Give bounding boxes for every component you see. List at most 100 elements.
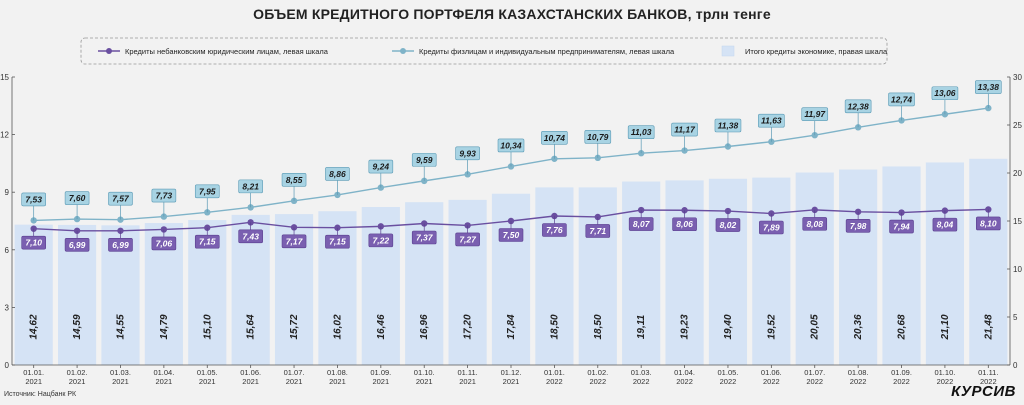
value-label-box	[542, 223, 567, 237]
value-label: 7,53	[25, 194, 42, 204]
x-tick-label: 01.09. 2021	[370, 368, 391, 386]
value-label-box	[21, 235, 46, 250]
value-label-box	[759, 220, 784, 235]
x-tick-label: 01.06. 2021	[240, 368, 261, 386]
x-tick-label: 01.04. 2021	[153, 368, 174, 386]
bar-value-label: 14,59	[72, 314, 83, 339]
legend: Кредиты небанковским юридическим лицам, …	[80, 37, 888, 65]
value-label-box	[281, 234, 307, 249]
value-label-box	[325, 234, 350, 249]
value-label: 7,76	[546, 225, 563, 235]
value-label: 8,21	[242, 181, 259, 191]
bar-value-label: 16,46	[376, 314, 387, 339]
value-label: 7,98	[850, 221, 867, 231]
labels: 7,10 6,99 6,99 7,06 7,15 7,43 7,17 7,15 7,22 7,37…	[21, 80, 1002, 252]
x-tick-label: 01.10. 2021	[414, 368, 435, 386]
legend-bar-swatch	[721, 45, 735, 57]
bar-value-label: 20,36	[853, 314, 864, 340]
value-label: 10,34	[500, 140, 522, 150]
value-label: 7,57	[112, 194, 130, 204]
right-tick-label: 20	[1013, 169, 1022, 178]
bar	[752, 177, 791, 365]
left-tick-label: 6	[5, 246, 10, 255]
bar-value-label: 17,20	[463, 314, 474, 339]
value-label-box	[455, 232, 480, 247]
value-label-box	[844, 99, 872, 114]
value-label-box	[498, 228, 524, 242]
value-label: 7,37	[416, 232, 434, 242]
value-label: 7,10	[25, 238, 42, 248]
value-label-box	[108, 237, 133, 252]
value-label-box	[672, 217, 697, 232]
x-tick-label: 01.11. 2022	[978, 368, 998, 386]
x-tick-label: 01.07. 2022	[804, 368, 825, 386]
x-tick-label: 01.12. 2021	[501, 368, 522, 386]
bar-value-label: 15,10	[202, 314, 213, 339]
value-label: 11,97	[804, 109, 826, 119]
value-label: 7,60	[69, 193, 86, 203]
right-tick-label: 15	[1013, 217, 1022, 226]
value-label-box	[975, 80, 1002, 94]
data-point	[985, 104, 992, 112]
value-label-box	[64, 237, 90, 252]
value-label: 7,43	[242, 231, 259, 241]
value-label-box	[671, 122, 698, 137]
value-label-box	[194, 184, 220, 199]
legend-label: Кредиты небанковским юридическим лицам, …	[125, 47, 329, 56]
value-label-box	[194, 234, 220, 249]
x-tick-label: 01.01. 2021	[23, 368, 44, 386]
value-label: 7,50	[503, 230, 520, 240]
right-tick-label: 25	[1013, 121, 1022, 130]
value-label: 7,71	[590, 226, 607, 236]
value-label-box	[802, 217, 828, 231]
bar-value-label: 14,55	[115, 314, 126, 339]
brand-logo: КУРСИВ	[951, 383, 1016, 400]
value-label-box	[584, 130, 612, 144]
bar-value-label: 15,72	[289, 314, 300, 339]
bar-value-label: 17,84	[506, 314, 517, 339]
bar-value-label: 20,05	[810, 314, 821, 340]
bar-value-label: 19,40	[723, 314, 734, 339]
value-label: 7,94	[893, 222, 910, 232]
value-label: 13,06	[934, 88, 956, 98]
value-label-box	[281, 173, 307, 187]
x-tick-label: 01.03. 2021	[110, 368, 131, 386]
value-label: 8,06	[676, 219, 693, 229]
value-label-box	[585, 224, 611, 238]
bar	[969, 158, 1008, 365]
value-label: 7,95	[199, 186, 216, 196]
value-label-box	[411, 153, 437, 167]
value-label: 6,99	[112, 240, 129, 250]
value-label: 8,04	[937, 220, 954, 230]
x-tick-label: 01.03. 2022	[631, 368, 652, 386]
legend-box	[80, 37, 888, 65]
value-label: 7,17	[286, 236, 304, 246]
value-label: 7,06	[156, 238, 173, 248]
x-tick-label: 01.08. 2021	[327, 368, 348, 386]
legend-marker	[106, 48, 112, 54]
bar-value-label: 14,62	[29, 314, 40, 339]
value-label: 13,38	[978, 82, 1000, 92]
value-label: 7,15	[199, 237, 216, 247]
value-label-box	[455, 146, 480, 161]
value-label-box	[325, 167, 350, 181]
x-tick-label: 01.06. 2022	[761, 368, 782, 386]
value-label-box	[368, 233, 394, 248]
value-label-box	[714, 118, 742, 133]
value-label: 10,79	[587, 132, 609, 142]
x-tick-label: 01.09. 2022	[891, 368, 912, 386]
value-label: 6,99	[69, 240, 86, 250]
bar-value-label: 18,50	[593, 314, 604, 339]
value-label: 12,74	[891, 94, 913, 104]
value-label-box	[238, 229, 263, 244]
value-label-box	[497, 138, 525, 153]
legend-marker	[400, 48, 406, 54]
value-label-box	[151, 188, 177, 203]
x-tick-label: 01.10. 2022	[934, 368, 955, 386]
left-tick-label: 15	[0, 73, 9, 82]
value-label-box	[976, 216, 1001, 231]
value-label-box	[845, 218, 871, 233]
value-label-box	[64, 191, 90, 205]
value-label: 7,15	[329, 237, 346, 247]
value-label: 7,27	[459, 234, 477, 244]
